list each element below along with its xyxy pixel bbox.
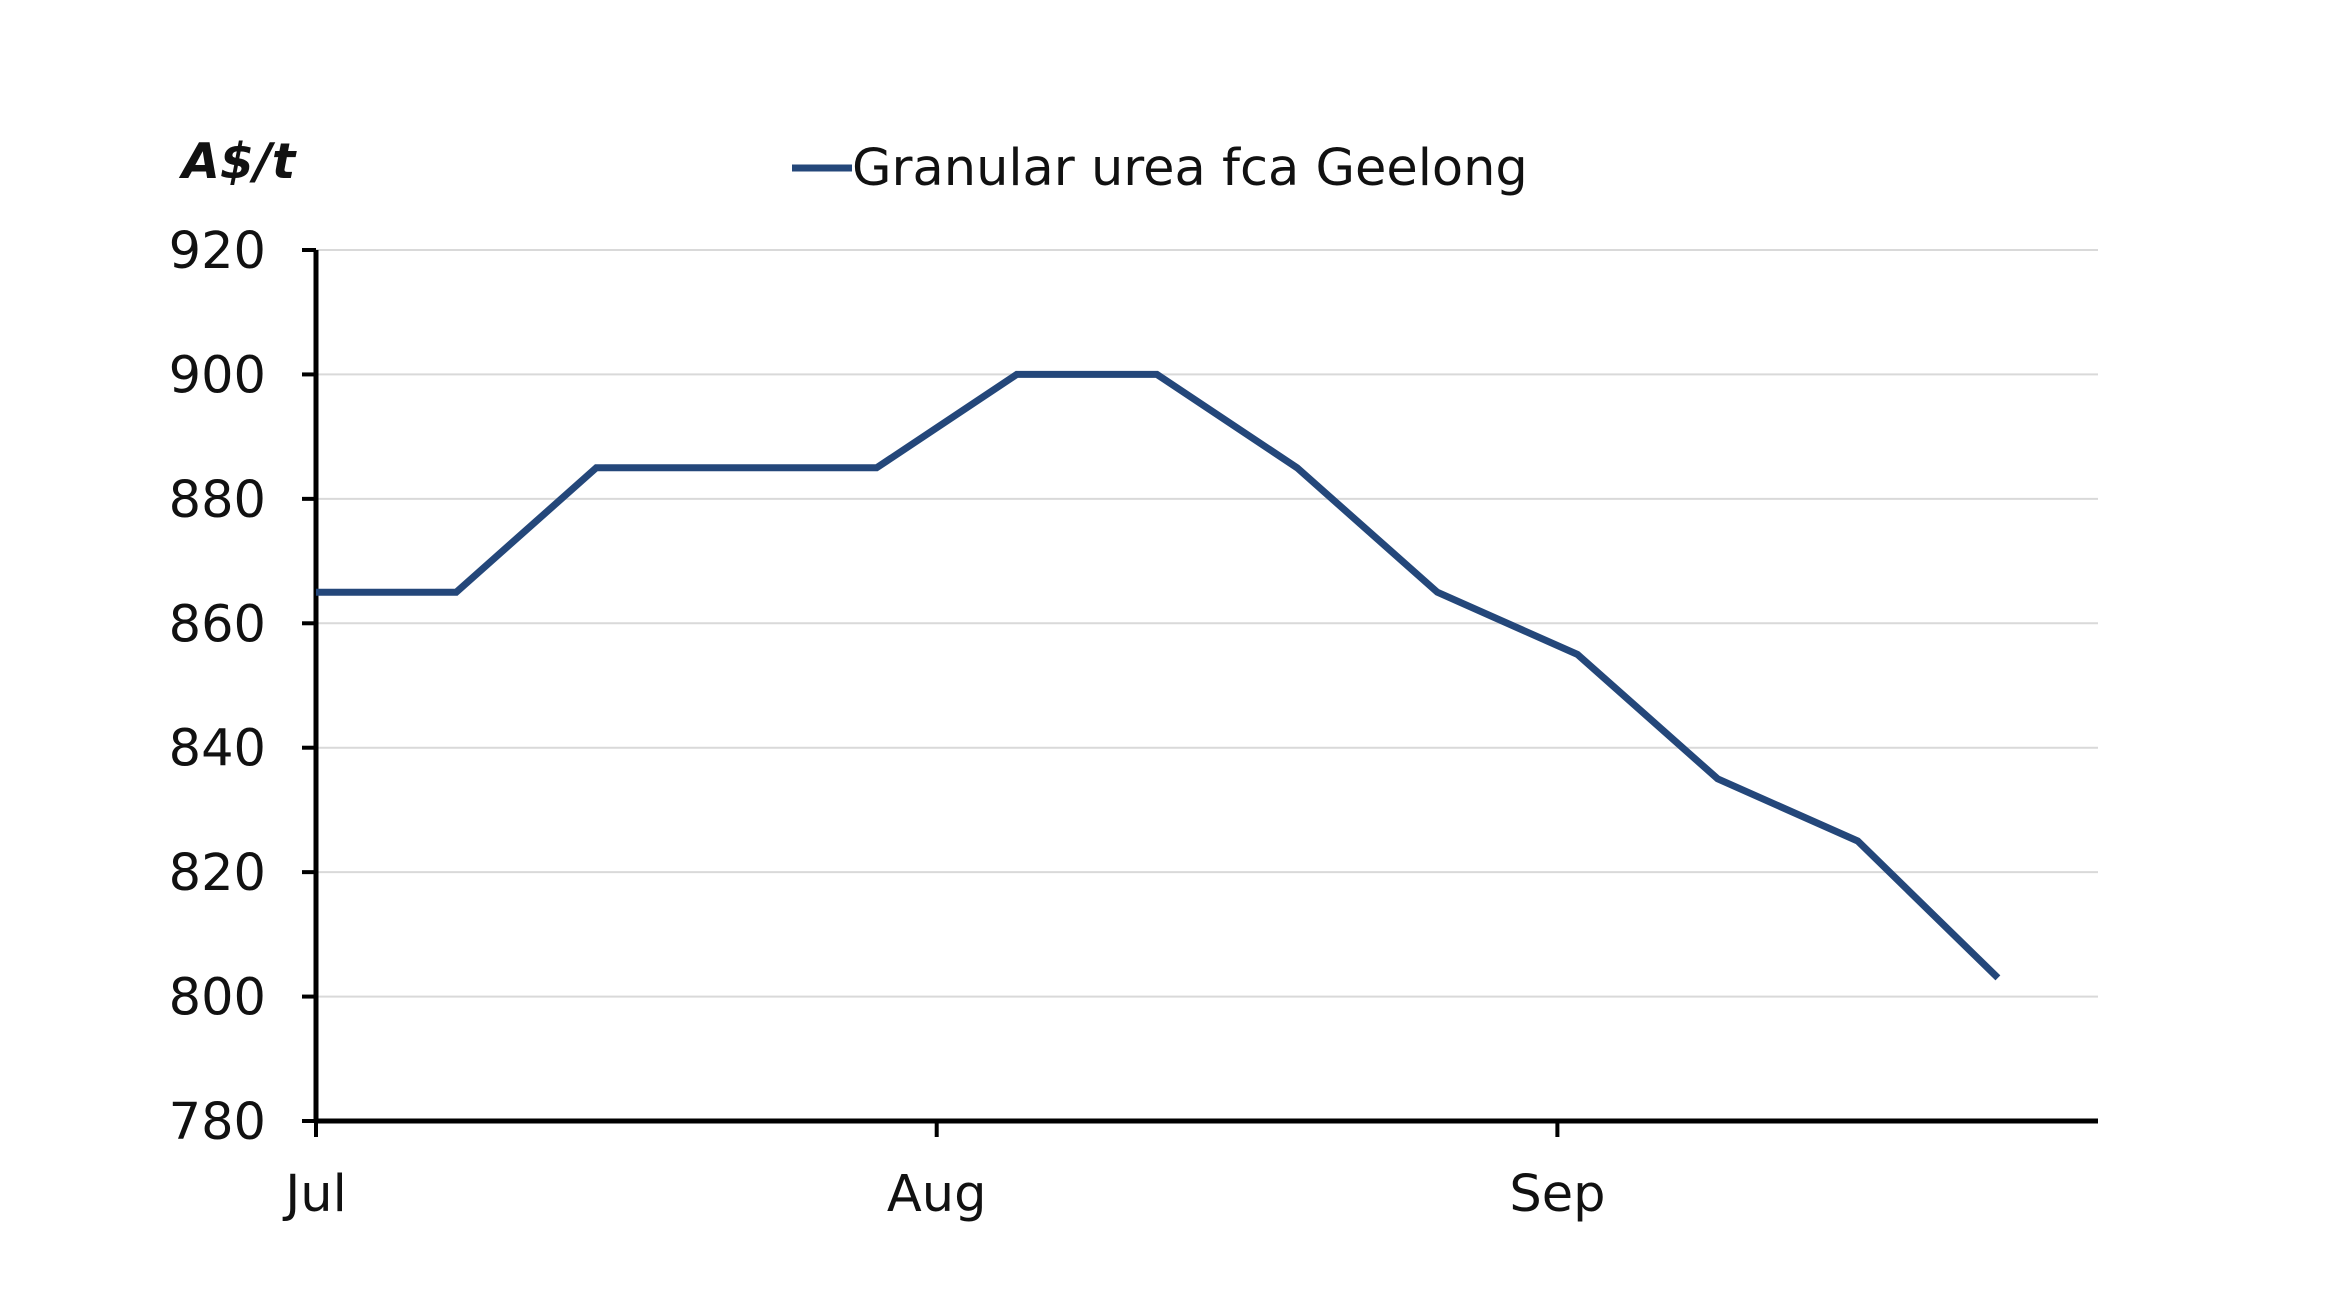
y-tick-label: 880: [169, 471, 266, 530]
y-tick-label: 860: [169, 595, 266, 654]
axes: 780 800 820 840 860 880 900 920 Jul Aug Sep: [169, 222, 2098, 1224]
x-tick-label: Aug: [887, 1165, 987, 1224]
grid-lines: [316, 249, 2098, 998]
series-line: [316, 370, 2001, 981]
x-tick-label: Sep: [1509, 1165, 1605, 1224]
y-tick-label: 840: [169, 720, 266, 779]
x-tick-label: Jul: [282, 1165, 347, 1224]
legend: Granular urea fca Geelong: [792, 139, 1528, 198]
y-tick-label: 900: [169, 346, 266, 405]
y-tick-label: 780: [169, 1093, 266, 1152]
series-layer: [316, 370, 2001, 981]
y-tick-label: 800: [169, 969, 266, 1028]
legend-label: Granular urea fca Geelong: [852, 139, 1528, 198]
y-tick-label: 920: [169, 222, 266, 281]
y-axis-unit-label: A$/t: [178, 133, 297, 190]
y-tick-label: 820: [169, 844, 266, 903]
